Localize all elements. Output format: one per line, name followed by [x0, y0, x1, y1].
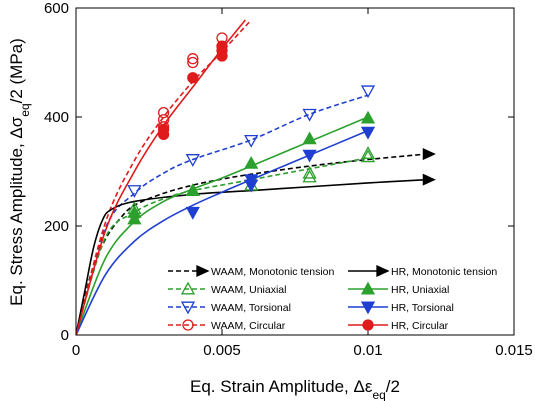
legend-label: HR, Torsional: [391, 302, 454, 314]
legend-marker: [362, 319, 374, 331]
legend-item-waam-torsional: WAAM, Torsional: [168, 301, 291, 315]
y-tick-label: 600: [44, 0, 69, 17]
legend-item-waam-monotonic-tension: WAAM, Monotonic tension: [168, 264, 334, 278]
legend-marker: [180, 301, 196, 315]
legend-label: WAAM, Monotonic tension: [211, 266, 334, 278]
plot-frame: [75, 7, 515, 336]
data-point-hr-uniaxial: [302, 131, 317, 145]
legend: WAAM, Monotonic tension WAAM, Uniaxial WAA…: [168, 264, 497, 332]
data-point-waam-uniaxial: [302, 165, 317, 179]
data-point-hr-torsional: [302, 149, 317, 163]
data-point-waam-uniaxial: [302, 169, 317, 183]
data-point-waam-torsional: [360, 85, 376, 99]
legend-label: WAAM, Uniaxial: [211, 284, 286, 296]
axes-layer: 0 0.005 0.01 0.015 0 200 400 600: [44, 0, 533, 359]
legend-label: HR, Monotonic tension: [391, 266, 497, 278]
series-line-waam-uniaxial: [76, 157, 369, 335]
series-line-hr-torsional: [76, 129, 369, 335]
data-point-waam-torsional: [244, 134, 259, 148]
data-point-waam-circular: [187, 53, 199, 65]
data-point-hr-uniaxial: [127, 211, 142, 225]
data-point-waam-uniaxial: [360, 149, 376, 163]
legend-marker: [180, 281, 196, 295]
data-point-hr-torsional: [360, 126, 376, 140]
data-point-hr-uniaxial: [360, 110, 376, 124]
legend-marker: [360, 281, 376, 295]
data-point-waam-circular: [187, 56, 199, 69]
legend-item-hr-monotonic-tension: HR, Monotonic tension: [348, 264, 497, 278]
legend-marker: [360, 301, 376, 315]
x-axis-label: Eq. Strain Amplitude, Δεeq/2: [190, 377, 400, 401]
data-point-hr-torsional: [185, 206, 200, 220]
legend-item-waam-uniaxial: WAAM, Uniaxial: [168, 281, 286, 296]
data-point-waam-torsional: [302, 108, 317, 122]
legend-item-hr-circular: HR, Circular: [348, 319, 449, 332]
legend-label: HR, Circular: [391, 320, 449, 332]
x-tick-label: 0.01: [353, 342, 382, 359]
legend-label: WAAM, Circular: [211, 320, 286, 332]
data-point-hr-uniaxial: [244, 155, 259, 169]
x-tick-label: 0: [72, 342, 80, 359]
legend-label: WAAM, Torsional: [211, 302, 291, 314]
y-axis-label: Eq. Stress Amplitude, Δσeq/2 (MPa): [7, 38, 32, 306]
y-tick-label: 200: [44, 218, 69, 235]
data-point-hr-circular: [216, 40, 228, 52]
data-point-hr-torsional: [244, 174, 259, 188]
series-line-waam-torsional: [76, 94, 369, 335]
legend-item-waam-circular: WAAM, Circular: [168, 319, 286, 332]
data-point-hr-circular: [187, 72, 199, 84]
legend-item-hr-torsional: HR, Torsional: [348, 301, 454, 315]
legend-label: HR, Uniaxial: [391, 284, 449, 296]
legend-item-hr-uniaxial: HR, Uniaxial: [348, 281, 449, 296]
data-point-hr-uniaxial: [185, 183, 200, 197]
data-point-waam-torsional: [127, 185, 142, 198]
data-point-waam-uniaxial: [360, 146, 376, 159]
y-tick-label: 0: [61, 327, 69, 344]
data-point-hr-circular: [157, 123, 170, 136]
x-tick-label: 0.015: [495, 342, 533, 359]
legend-marker: [196, 264, 210, 278]
legend-marker: [376, 264, 390, 278]
markers-layer: [127, 32, 436, 225]
x-tick-label: 0.005: [203, 342, 241, 359]
data-point-waam-circular: [157, 106, 170, 119]
y-tick-label: 400: [44, 109, 69, 126]
legend-marker: [182, 319, 194, 331]
series-arrow-waam-monotonic-tension: [422, 148, 436, 161]
series-arrow-hr-monotonic-tension: [422, 173, 436, 186]
data-point-waam-torsional: [185, 154, 200, 167]
data-point-hr-uniaxial: [127, 205, 142, 218]
